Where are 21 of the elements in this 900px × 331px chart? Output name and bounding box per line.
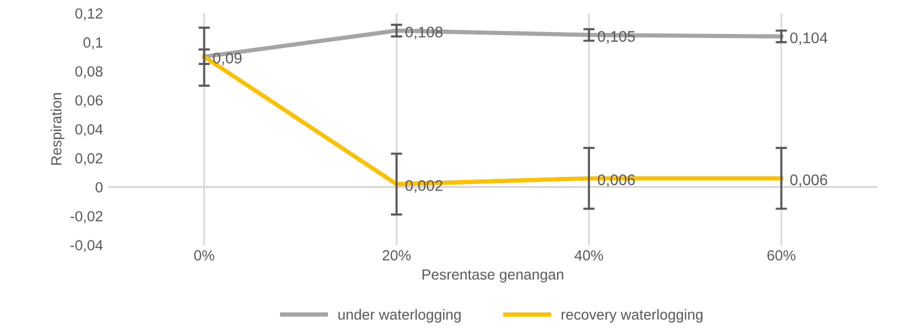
data-label: 0,105 bbox=[598, 31, 635, 44]
y-tick-label: 0,12 bbox=[75, 8, 102, 20]
data-label: 0,09 bbox=[213, 52, 242, 66]
y-tick-label: -0,02 bbox=[70, 211, 102, 224]
x-tick-label: 40% bbox=[574, 250, 604, 261]
y-tick-label: 0,08 bbox=[75, 66, 103, 78]
y-tick-label: 0,06 bbox=[75, 95, 102, 108]
x-axis-title: Pesrentase genangan bbox=[422, 269, 564, 283]
legend-label: under waterlogging bbox=[338, 309, 461, 323]
data-label: 0,006 bbox=[790, 174, 828, 188]
data-label: 0,104 bbox=[790, 32, 828, 46]
y-tick-label: -0,04 bbox=[70, 240, 103, 252]
y-tick-label: 0 bbox=[96, 182, 103, 192]
x-tick-label: 0% bbox=[194, 250, 214, 261]
y-axis-title: Respiration bbox=[50, 93, 64, 165]
x-tick-label: 60% bbox=[767, 250, 796, 261]
y-tick-label: 0,1 bbox=[83, 37, 102, 50]
x-tick-label: 20% bbox=[382, 250, 411, 261]
y-tick-label: 0,04 bbox=[75, 124, 103, 136]
y-tick-label: 0,02 bbox=[75, 153, 102, 166]
legend-label: recovery waterlogging bbox=[562, 309, 702, 323]
